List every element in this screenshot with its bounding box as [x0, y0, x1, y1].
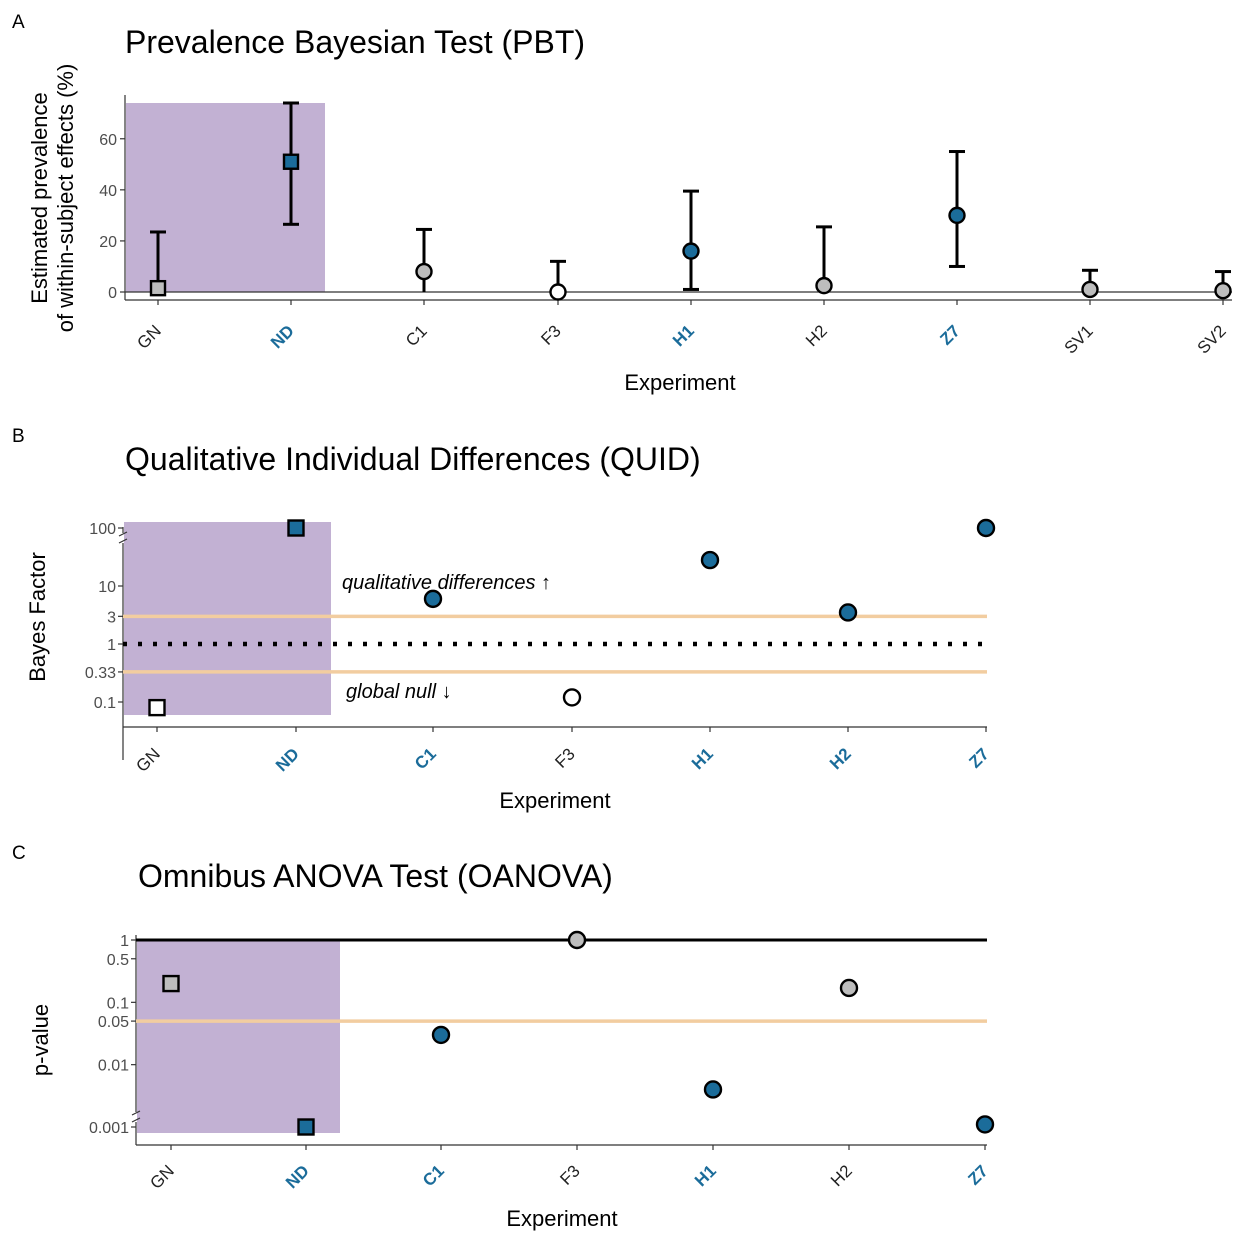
data-point-b: [700, 550, 720, 570]
x-tick-label-b: ND: [272, 744, 303, 775]
x-tick-label-a: H1: [669, 321, 698, 350]
data-point-b: [287, 519, 305, 537]
chart-title-c: Omnibus ANOVA Test (OANOVA): [138, 858, 613, 894]
data-point-a: [948, 206, 966, 225]
y-tick-label-a: 0: [108, 285, 117, 302]
x-tick-label-a: C1: [402, 321, 431, 350]
panel-letter-a: A: [12, 12, 25, 33]
data-point-c: [703, 1080, 723, 1099]
chart-title-a: Prevalence Bayesian Test (PBT): [125, 24, 585, 60]
y-tick-label-b: 0.33: [85, 665, 116, 682]
axis-break-c: [131, 1110, 141, 1116]
data-point-a: [282, 153, 300, 170]
annotation-qualitative: qualitative differences ↑: [342, 572, 551, 594]
annotation-global-null: global null ↓: [346, 681, 452, 703]
y-tick-label-b: 1: [107, 637, 116, 654]
axis-break-b: [118, 538, 128, 544]
x-axis-title-b: Experiment: [499, 788, 610, 813]
y-tick-label-c: 1: [120, 933, 129, 950]
data-point-b: [976, 518, 996, 538]
x-tick-label-c: Z7: [964, 1161, 991, 1188]
data-point-a: [682, 242, 700, 260]
data-point-a: [815, 276, 833, 295]
data-point-b: [562, 688, 582, 707]
y-tick-label-a: 40: [99, 183, 117, 200]
axis-break-c: [131, 1117, 141, 1123]
shaded-region-c: [137, 940, 340, 1133]
data-point-c: [431, 1025, 451, 1045]
y-tick-label-b: 0.1: [94, 695, 116, 712]
x-tick-label-a: SV1: [1061, 321, 1097, 357]
data-point-b: [148, 698, 166, 717]
data-point-b: [423, 589, 443, 609]
x-tick-label-a: Z7: [936, 321, 963, 348]
data-point-c: [975, 1115, 995, 1134]
y-tick-label-b: 3: [107, 609, 116, 626]
data-point-a: [1081, 280, 1099, 299]
x-tick-label-a: GN: [133, 321, 164, 352]
x-tick-label-c: F3: [556, 1161, 583, 1188]
y-tick-label-a: 20: [99, 234, 117, 251]
y-tick-label-c: 0.01: [98, 1058, 129, 1075]
data-point-c: [297, 1118, 315, 1136]
y-tick-label-c: 0.5: [107, 952, 129, 969]
x-tick-label-b: F3: [551, 744, 578, 771]
y-axis-title-b: Bayes Factor: [25, 552, 50, 682]
data-point-a: [415, 262, 433, 281]
data-point-a: [549, 283, 567, 301]
panel-letter-b: B: [12, 426, 25, 447]
x-axis-title-a: Experiment: [624, 370, 735, 395]
x-tick-label-b: GN: [132, 744, 163, 775]
panel-letter-c: C: [12, 843, 26, 864]
y-tick-label-b: 10: [98, 579, 116, 596]
y-axis-title-a: Estimated prevalence: [27, 92, 52, 304]
y-tick-label-c: 0.1: [107, 995, 129, 1012]
x-tick-label-a: H2: [802, 321, 831, 350]
y-tick-label-c: 0.001: [89, 1120, 129, 1137]
data-point-c: [839, 978, 859, 998]
axis-break-b: [118, 531, 128, 537]
x-tick-label-c: ND: [282, 1161, 313, 1192]
data-point-c: [162, 974, 180, 993]
chart-title-b: Qualitative Individual Differences (QUID…: [125, 441, 701, 477]
y-tick-label-c: 0.05: [98, 1014, 129, 1031]
y-axis-title-c: p-value: [28, 1004, 53, 1076]
x-tick-label-c: H1: [691, 1161, 720, 1190]
x-tick-label-a: F3: [537, 321, 564, 348]
x-tick-label-b: Z7: [965, 744, 992, 771]
x-tick-label-a: ND: [267, 321, 298, 352]
x-tick-label-b: C1: [411, 744, 440, 773]
shaded-region-a: [126, 103, 325, 292]
data-point-b: [838, 603, 858, 622]
x-tick-label-c: GN: [146, 1161, 177, 1192]
data-point-a: [149, 279, 167, 297]
x-tick-label-b: H1: [688, 744, 717, 773]
x-tick-label-c: H2: [827, 1161, 856, 1190]
x-tick-label-b: H2: [826, 744, 855, 773]
x-tick-label-a: SV2: [1194, 321, 1230, 357]
shaded-region-b: [124, 522, 331, 715]
y-tick-label-b: 100: [89, 521, 116, 538]
x-axis-title-c: Experiment: [506, 1206, 617, 1231]
y-tick-label-a: 60: [99, 132, 117, 149]
data-point-c: [567, 930, 587, 950]
data-point-a: [1214, 282, 1232, 300]
y-axis-title-a: of within-subject effects (%): [53, 64, 78, 333]
x-tick-label-c: C1: [419, 1161, 448, 1190]
